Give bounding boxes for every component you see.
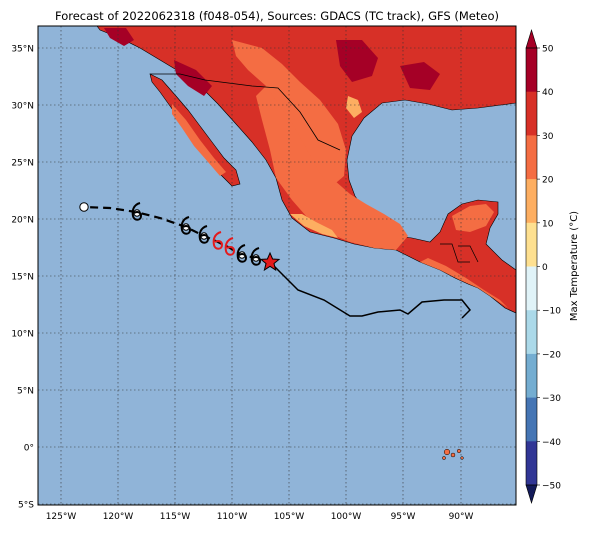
figure-title: Forecast of 2022062318 (f048-054), Sourc… bbox=[55, 9, 499, 23]
galapagos-islands bbox=[442, 448, 464, 460]
lon-tick-label: 90°W bbox=[449, 512, 474, 522]
lon-tick-label: 95°W bbox=[391, 512, 416, 522]
colorbar-min-arrow bbox=[525, 484, 538, 505]
colorbar-segment bbox=[526, 222, 537, 267]
lon-tick-label: 125°W bbox=[46, 512, 77, 522]
very-hot-zone-east bbox=[400, 62, 440, 90]
belize-border bbox=[458, 245, 479, 263]
tropical-cyclone-icon bbox=[180, 216, 192, 235]
colorbar-tick-label: 0 bbox=[542, 263, 548, 273]
very-hot-zone-sonora bbox=[174, 60, 212, 96]
colorbar-segment bbox=[526, 48, 537, 93]
lat-tick-label: 25°N bbox=[11, 159, 34, 169]
tropical-cyclone-icon bbox=[250, 247, 262, 266]
colorbar-tick-label: −50 bbox=[542, 482, 561, 492]
storm-track bbox=[79, 202, 472, 319]
latitude-labels: 35°N 30°N 25°N 20°N 15°N 10°N 5°N 0° 5°S bbox=[11, 45, 34, 511]
colorbar-tick-label: 10 bbox=[542, 219, 554, 229]
land-layer bbox=[96, 26, 516, 460]
tropical-cyclone-icon bbox=[212, 231, 224, 250]
colorbar-segment bbox=[526, 310, 537, 355]
colorbar: 50 40 30 20 10 0 −10 −20 −30 −40 −50 bbox=[525, 28, 561, 505]
very-hot-zone-texas bbox=[336, 40, 378, 82]
map-panel bbox=[37, 25, 517, 506]
colorbar-tick-label: 40 bbox=[542, 88, 554, 98]
warm-zone-coast bbox=[256, 86, 408, 250]
colorbar-tick-label: −30 bbox=[542, 394, 561, 404]
colorbar-tick-label: 20 bbox=[542, 176, 554, 186]
past-track-line bbox=[269, 261, 472, 319]
colorbar-tick-label: −40 bbox=[542, 438, 561, 448]
colorbar-segment bbox=[526, 179, 537, 224]
colorbar-tick-label: 30 bbox=[542, 132, 554, 142]
colorbar-tick-label: −20 bbox=[542, 350, 561, 360]
colorbar-segment bbox=[526, 441, 537, 486]
tropical-cyclone-icons bbox=[131, 202, 262, 266]
colorbar-tick-label: 50 bbox=[542, 45, 554, 55]
lat-tick-label: 10°N bbox=[11, 330, 34, 340]
colorbar-segment bbox=[526, 397, 537, 442]
tropical-cyclone-icon bbox=[131, 202, 143, 221]
us-mexico-border bbox=[150, 73, 341, 151]
lat-tick-label: 15°N bbox=[11, 273, 34, 283]
lat-tick-label: 30°N bbox=[11, 102, 34, 112]
guatemala-border bbox=[440, 243, 470, 263]
lon-tick-label: 115°W bbox=[160, 512, 191, 522]
colorbar-label: Max Temperature (°C) bbox=[569, 211, 580, 321]
lat-tick-label: 0° bbox=[24, 444, 34, 454]
lat-tick-label: 20°N bbox=[11, 216, 34, 226]
warm-zone-yucatan bbox=[452, 204, 494, 232]
red-star-icon bbox=[259, 251, 281, 272]
map-frame bbox=[37, 25, 517, 506]
track-start-point bbox=[79, 202, 89, 212]
tropical-cyclone-icon bbox=[236, 244, 248, 263]
colorbar-segment bbox=[526, 135, 537, 180]
mild-zone-small bbox=[346, 96, 362, 118]
lon-tick-label: 105°W bbox=[274, 512, 305, 522]
warm-zone-baja bbox=[172, 104, 226, 176]
lat-tick-label: 5°S bbox=[18, 501, 34, 511]
mild-zone bbox=[290, 214, 338, 238]
colorbar-tick-label: −10 bbox=[542, 307, 561, 317]
warm-zone-central-america bbox=[420, 258, 508, 308]
tropical-cyclone-icon bbox=[224, 237, 236, 256]
lon-tick-label: 100°W bbox=[331, 512, 362, 522]
longitude-labels: 125°W 120°W 115°W 110°W 105°W 100°W 95°W 90°W bbox=[46, 512, 474, 522]
colorbar-max-arrow bbox=[525, 28, 538, 49]
tropical-cyclone-icon bbox=[198, 225, 210, 244]
lat-tick-label: 5°N bbox=[17, 387, 34, 397]
lon-tick-label: 110°W bbox=[217, 512, 248, 522]
lat-tick-label: 35°N bbox=[11, 45, 34, 55]
colorbar-segment bbox=[526, 353, 537, 399]
colorbar-segment bbox=[526, 91, 537, 136]
lon-tick-label: 120°W bbox=[103, 512, 134, 522]
very-hot-zone-north bbox=[104, 28, 134, 46]
colorbar-segment bbox=[526, 266, 537, 311]
